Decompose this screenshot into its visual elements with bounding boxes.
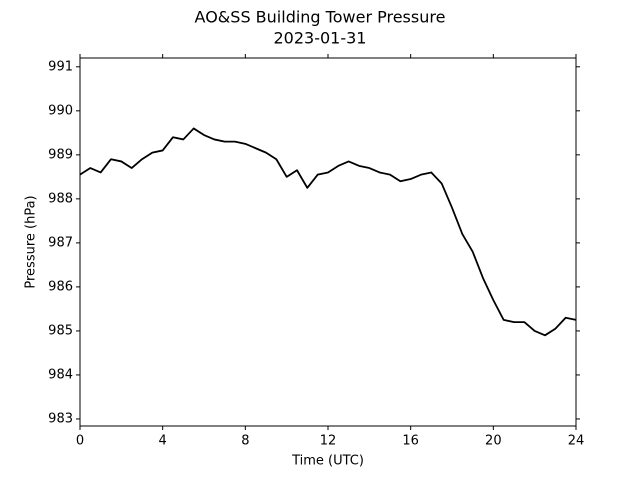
x-tick-label: 16 [402, 434, 419, 449]
x-tick-label: 0 [76, 434, 84, 449]
y-tick-label: 990 [48, 103, 73, 118]
y-tick-label: 988 [48, 191, 73, 206]
y-tick-label: 986 [48, 279, 73, 294]
plot-frame [79, 57, 577, 427]
x-tick-label: 12 [320, 434, 337, 449]
y-axis-label: Pressure (hPa) [24, 195, 39, 288]
y-tick-label: 985 [48, 323, 73, 338]
x-tick-label: 24 [568, 434, 585, 449]
x-tick-label: 20 [485, 434, 502, 449]
y-tick-label: 984 [48, 367, 73, 382]
chart-title: AO&SS Building Tower Pressure [195, 8, 446, 27]
x-tick-label: 8 [241, 434, 249, 449]
x-axis-label: Time (UTC) [291, 454, 364, 469]
y-tick-label: 987 [48, 235, 73, 250]
data-line [79, 127, 577, 337]
x-tick-label: 4 [159, 434, 167, 449]
y-tick-label: 991 [48, 59, 73, 74]
chart-subtitle: 2023-01-31 [274, 29, 367, 48]
y-tick-label: 983 [48, 411, 73, 426]
y-tick-label: 989 [48, 147, 73, 162]
